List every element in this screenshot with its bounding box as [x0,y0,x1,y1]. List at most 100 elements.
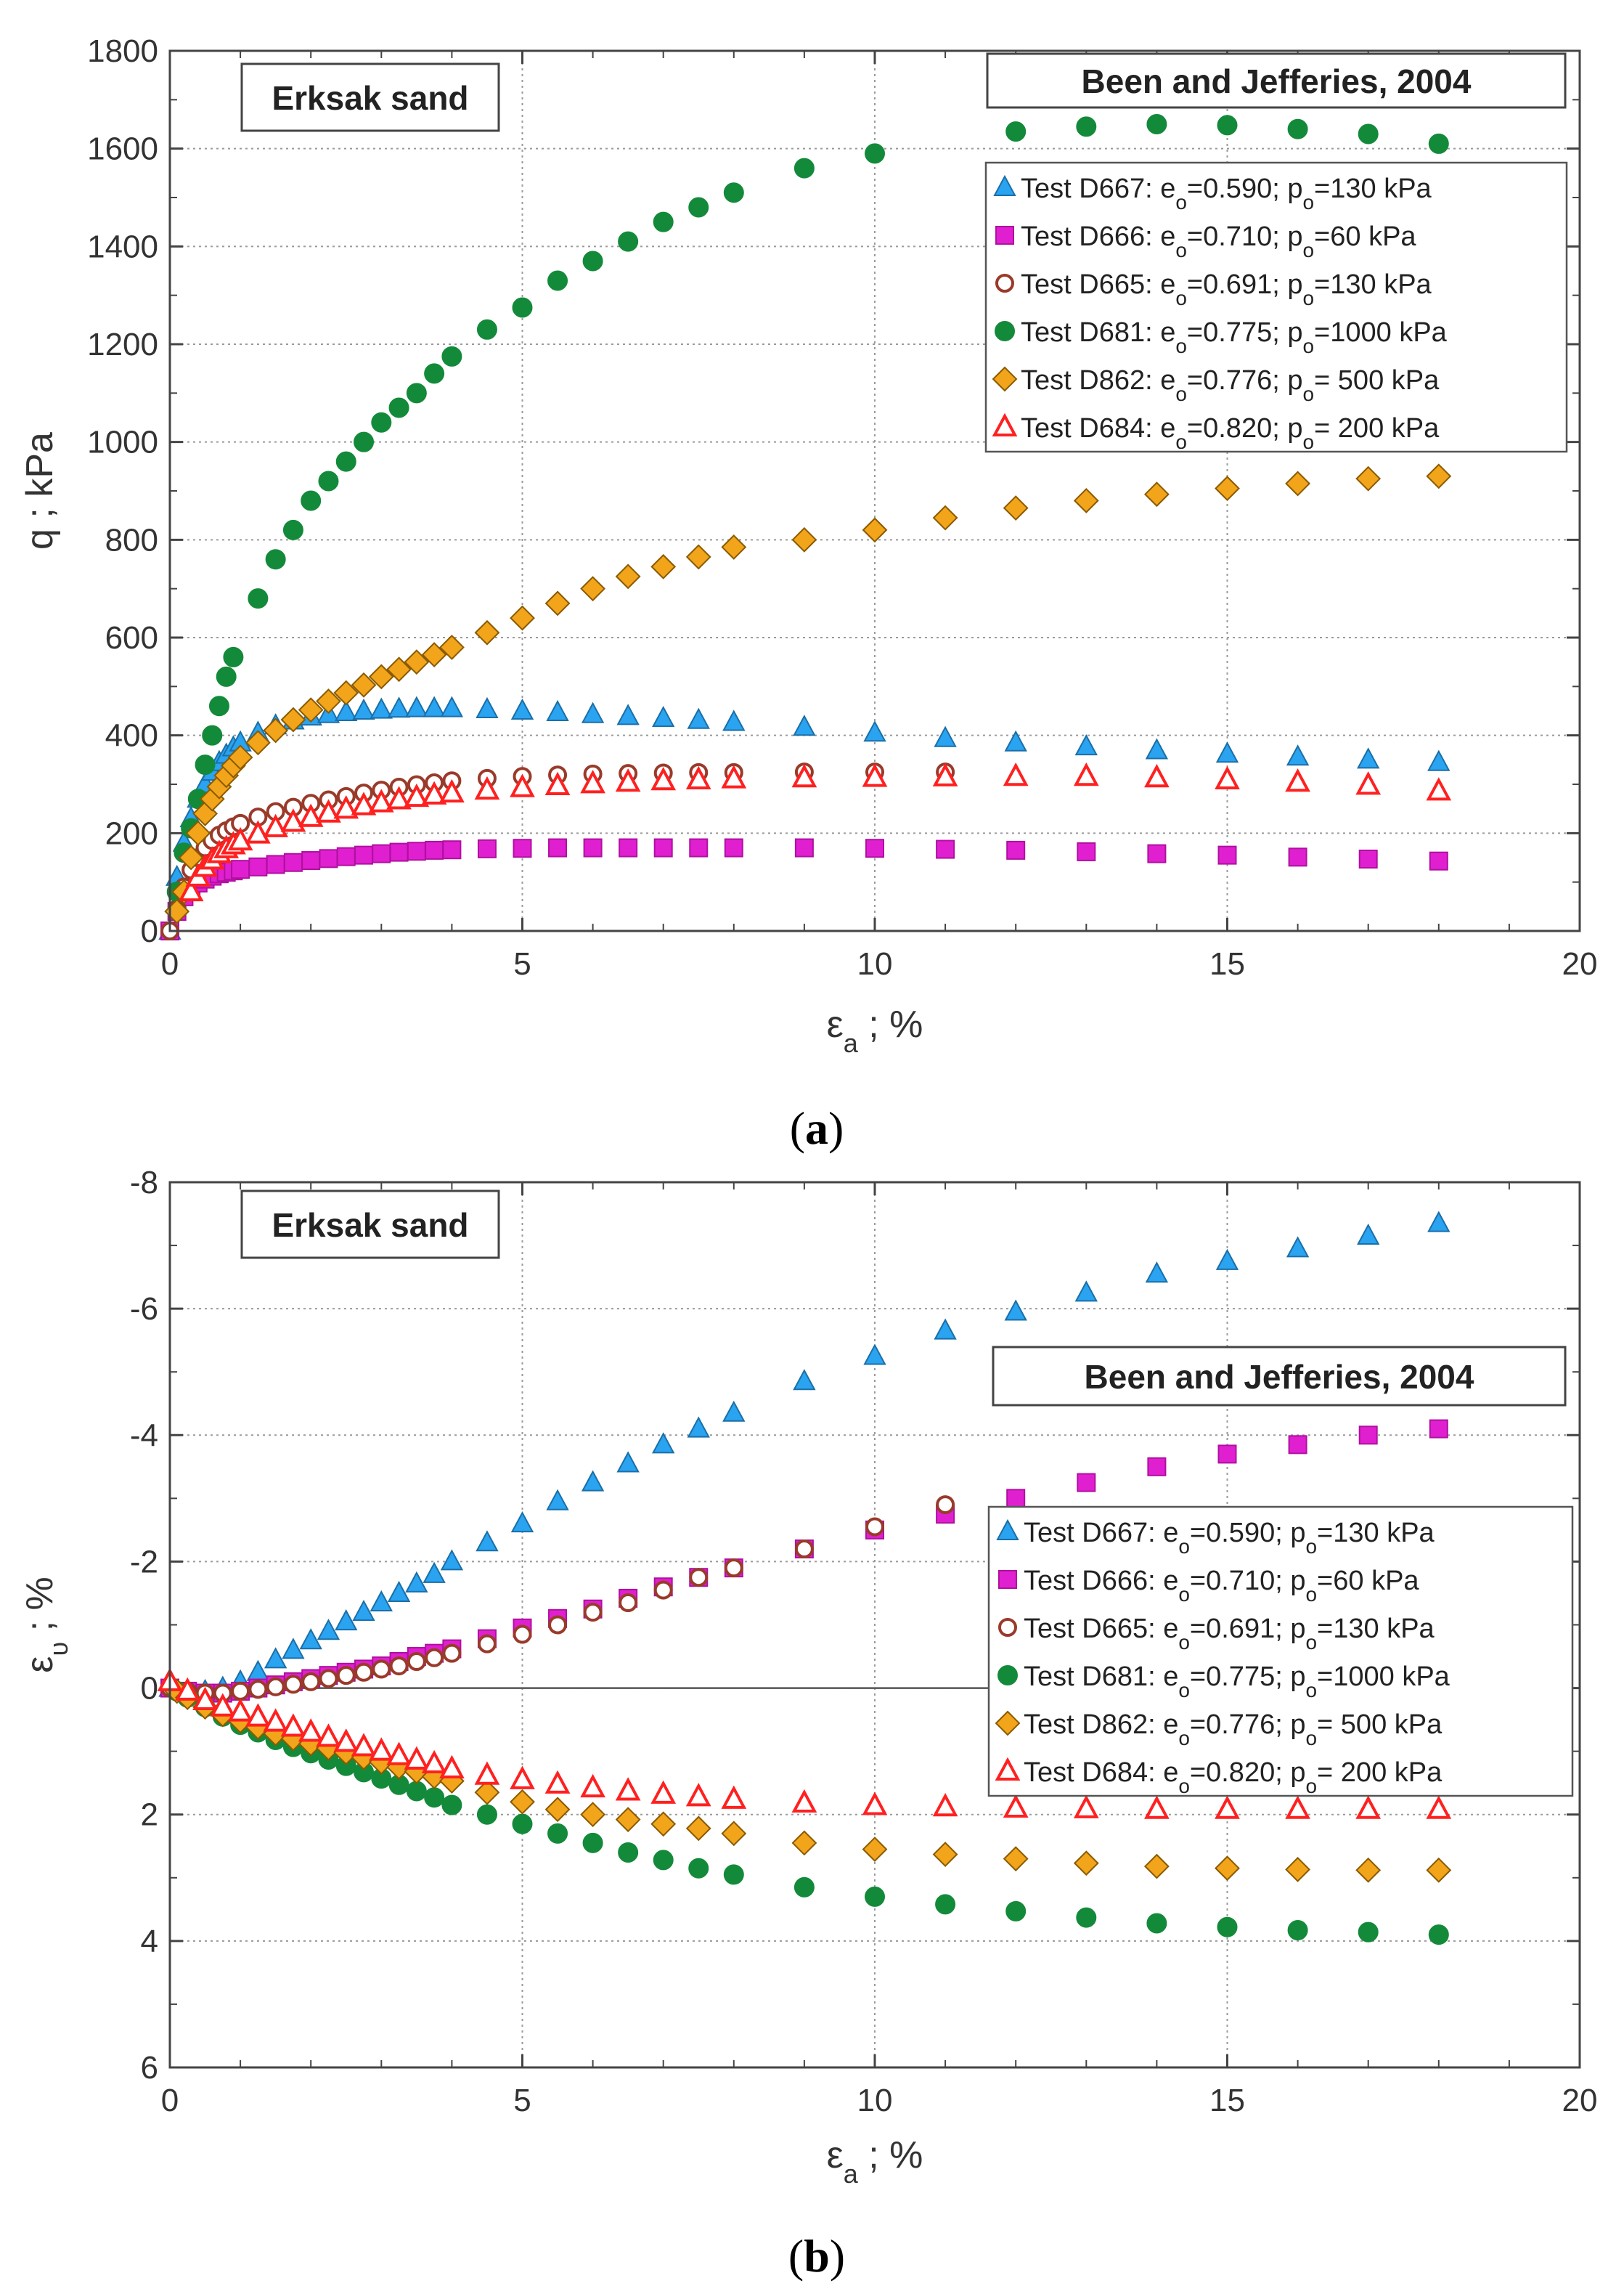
data-point [404,783,430,808]
legend-sub: o [1175,383,1187,405]
data-point [583,1603,603,1622]
data-point [687,1416,710,1438]
data-point [722,709,746,731]
legend-name: Test D665: e [1021,269,1175,300]
data-point [653,1580,673,1600]
data-point [336,847,356,866]
data-point [936,839,955,859]
legend-e0: =0.820; p [1190,1757,1306,1788]
data-point [689,1568,709,1587]
legend-entry: Test D665: eo=0.691; po=130 kPa [1021,269,1432,309]
data-point [582,251,603,272]
data-point [404,1746,430,1770]
data-point [580,1773,605,1798]
data-point [1215,1855,1240,1882]
caption-letter: b [804,2230,830,2282]
data-point [210,1693,236,1717]
data-point [615,768,641,792]
data-point [791,526,817,553]
legend-name: Test D862: e [1021,365,1175,396]
data-point [387,1580,411,1602]
legend-sub: o [1302,431,1314,453]
legend-name: Test D665: e [1024,1614,1178,1644]
data-point [1286,744,1310,766]
data-point [863,1343,886,1365]
data-point [282,1638,305,1659]
data-point [619,838,638,858]
data-point [1215,1248,1239,1270]
legend-sub: o [1302,335,1314,357]
y-tick-label: 200 [105,815,158,851]
legend-sub: o [1305,1775,1317,1797]
data-point [223,646,244,667]
data-point [301,1672,321,1691]
data-point [407,842,426,861]
data-point [512,1813,533,1834]
data-point [510,773,535,797]
legend-box [987,1505,1574,1797]
data-point [388,397,409,418]
data-point [1073,488,1099,513]
data-point [216,666,237,687]
data-point [1426,1795,1452,1819]
y-tick-label: 6 [141,2050,158,2086]
data-point [510,1511,534,1533]
y-tick-label: 1800 [87,33,158,69]
data-point [1358,1425,1378,1445]
data-point [865,1517,884,1537]
data-point [1147,844,1167,863]
data-point [583,838,603,858]
data-point [1003,1794,1029,1818]
data-point [440,1549,464,1571]
data-point [650,1780,677,1804]
legend-sub: o [1305,1631,1317,1654]
panel-a: 0 5 10 15 2002004006008001000120014001600180… [19,33,1597,1154]
data-point [248,588,269,609]
annotation-box [240,1189,500,1259]
data-point [1288,1435,1307,1455]
legend-marker [995,274,1014,293]
legend-sub: o [1175,335,1187,357]
data-point [1355,771,1382,795]
data-point [424,1787,445,1808]
plot-frame [168,1181,1581,2069]
data-point [407,1652,426,1672]
data-point [721,765,747,789]
data-point [387,696,411,718]
legend-entry: Test D666: eo=0.710; po=60 kPa [1021,221,1416,261]
data-point [1285,1857,1311,1882]
data-point [298,697,324,723]
legend-sub: o [1305,1727,1317,1749]
data-point [1287,118,1308,139]
data-point [546,1489,569,1510]
legend-sub: o [1302,383,1314,405]
data-point [319,1669,338,1688]
data-point [581,701,605,723]
data-point [1357,747,1380,769]
data-point [688,197,709,218]
data-point [862,517,888,543]
data-point [619,1593,638,1613]
data-point [1427,1211,1450,1232]
caption-open: ( [790,1102,805,1154]
data-point [192,1686,218,1710]
data-point [1074,1280,1098,1302]
data-point [510,1765,535,1789]
data-point [318,471,339,492]
data-point [227,744,253,770]
data-point [1006,1489,1026,1508]
annotation-box [240,62,500,132]
y-tick-label: 400 [105,718,158,754]
data-point [442,1643,462,1663]
data-point [245,1703,271,1727]
y-axis-label: ευ ; % [19,1577,73,1672]
data-point [1003,762,1029,786]
y-axis-label-sub: υ [44,1642,73,1656]
data-point [548,1615,568,1635]
data-point [932,762,958,786]
data-point [1004,1299,1027,1321]
legend-entry: Test D666: eo=0.710; po=60 kPa [1024,1566,1419,1606]
data-point [370,1590,393,1612]
legend-e0: =0.590; p [1190,1518,1306,1548]
data-point [688,1858,709,1879]
